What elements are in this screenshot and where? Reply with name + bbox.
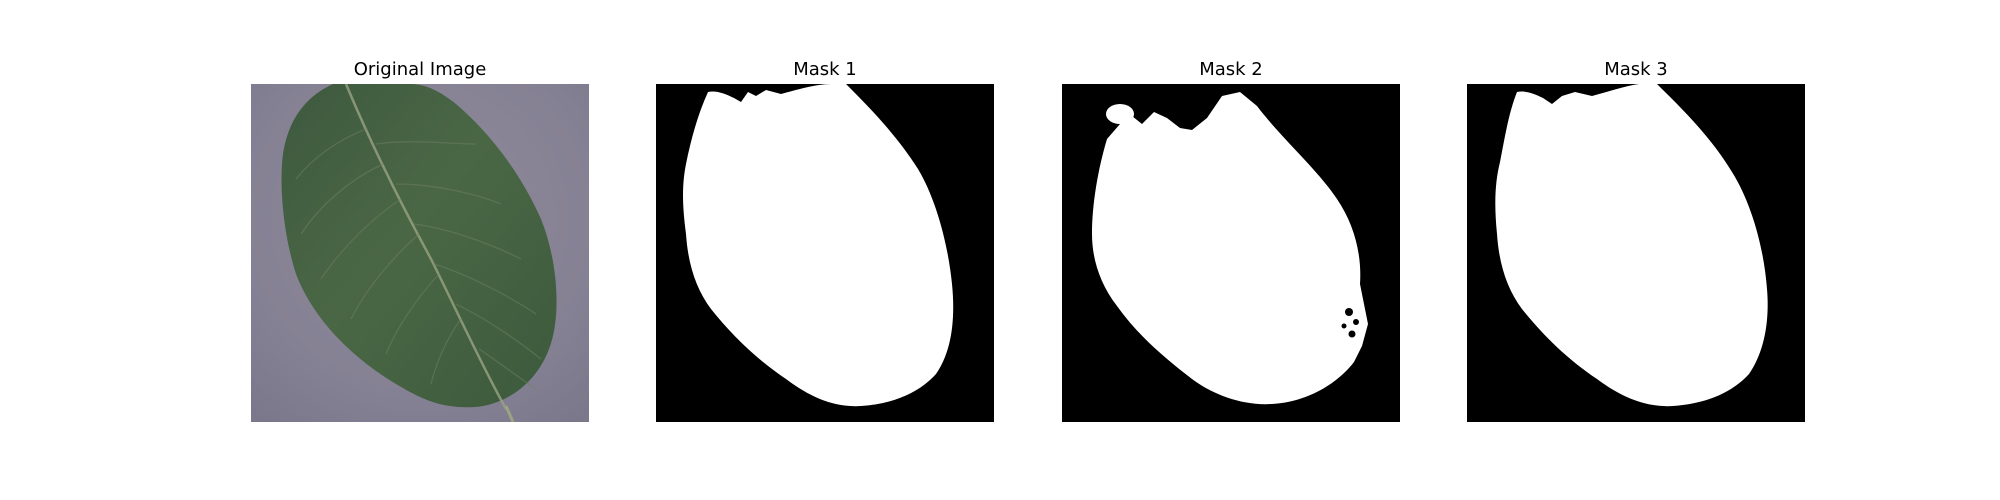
mask-2-image	[1062, 84, 1400, 422]
original-image-panel: Original Image	[251, 0, 589, 430]
mask-1-image	[656, 84, 994, 422]
original-leaf-image	[251, 84, 589, 422]
mask-holes	[1341, 308, 1359, 338]
panel-title: Mask 3	[1604, 59, 1668, 80]
panel-title: Mask 2	[1199, 59, 1263, 80]
leaf-midrib	[344, 84, 508, 410]
panel-title: Original Image	[353, 59, 487, 80]
leaf-stem-tip	[504, 405, 515, 422]
mask-foreground	[683, 84, 954, 407]
mask-foreground	[1495, 84, 1768, 407]
mask-3-image	[1467, 84, 1805, 422]
mask-foreground	[1092, 92, 1368, 405]
mask-1-panel: Mask 1	[656, 0, 994, 430]
mask-3-panel: Mask 3	[1467, 0, 1805, 430]
leaf-veins	[295, 128, 542, 390]
leaf-shape	[281, 84, 557, 408]
mask-blob	[1106, 104, 1134, 124]
panel-title: Mask 1	[793, 59, 857, 80]
mask-2-panel: Mask 2	[1062, 0, 1400, 430]
